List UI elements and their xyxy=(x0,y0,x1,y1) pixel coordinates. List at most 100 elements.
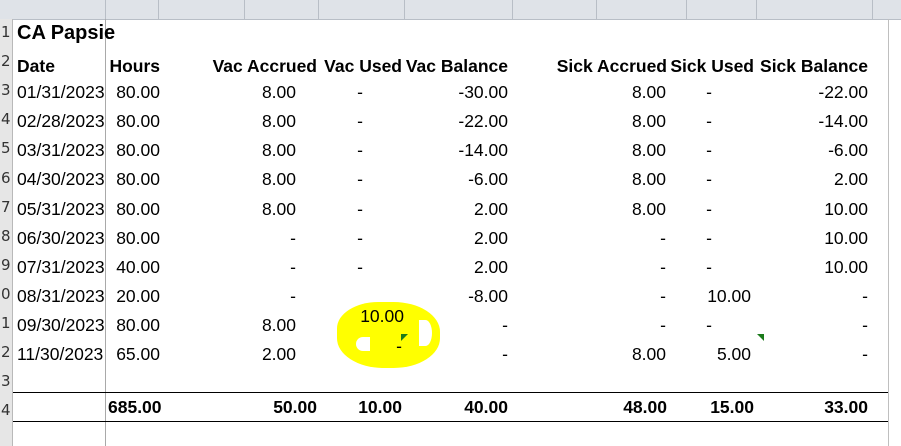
total-sick-accrued[interactable]: 48.00 xyxy=(623,397,667,417)
cell-sick-used[interactable]: 10.00 xyxy=(707,285,751,306)
cell-vac-balance[interactable]: -14.00 xyxy=(458,140,508,161)
cell-sick-used[interactable]: - xyxy=(706,140,712,161)
cell-sick-balance[interactable]: -14.00 xyxy=(818,111,868,132)
row-number[interactable]: 1 xyxy=(1,23,11,41)
row-number[interactable]: 4 xyxy=(1,110,11,129)
row-number[interactable]: 0 xyxy=(1,284,11,303)
cell-sick-accrued[interactable]: 8.00 xyxy=(631,198,666,219)
cell-vac-balance[interactable]: -8.00 xyxy=(468,285,508,306)
cell-sick-balance[interactable]: - xyxy=(862,314,868,335)
row-number[interactable]: 3 xyxy=(1,372,11,391)
row-number[interactable]: 5 xyxy=(1,139,11,158)
total-sick-used[interactable]: 15.00 xyxy=(710,397,754,417)
cell-hours[interactable]: 80.00 xyxy=(116,82,160,103)
cell-sick-balance[interactable]: -22.00 xyxy=(818,82,868,103)
cell-sick-used[interactable]: - xyxy=(706,198,712,219)
cell-hours[interactable]: 80.00 xyxy=(116,169,160,190)
cell-vac-accrued[interactable]: 8.00 xyxy=(261,169,296,190)
cell-sick-accrued[interactable]: - xyxy=(660,285,666,306)
cell-sick-accrued[interactable]: - xyxy=(660,314,666,335)
cell-vac-balance[interactable]: -6.00 xyxy=(468,169,508,190)
vac-used-highlighted-value[interactable]: 10.00 xyxy=(360,306,404,326)
cell-hours[interactable]: 65.00 xyxy=(116,344,160,364)
header-vac-accrued[interactable]: Vac Accrued xyxy=(212,56,317,76)
total-vac-used[interactable]: 10.00 xyxy=(358,397,402,417)
cell-vac-accrued[interactable]: 2.00 xyxy=(261,344,296,364)
cell-sick-balance[interactable]: 10.00 xyxy=(824,256,868,277)
cell-sick-used[interactable]: - xyxy=(706,227,712,248)
header-date[interactable]: Date xyxy=(17,56,55,76)
cell-vac-accrued[interactable]: - xyxy=(290,285,296,306)
cell-hours[interactable]: 20.00 xyxy=(116,285,160,306)
cell-vac-used[interactable]: - xyxy=(357,256,363,277)
cell-sick-used[interactable]: - xyxy=(706,169,712,190)
cell-date[interactable]: 07/31/2023 xyxy=(17,256,105,277)
total-sick-balance[interactable]: 33.00 xyxy=(824,397,868,417)
cell-sick-balance[interactable]: 2.00 xyxy=(833,169,868,190)
cell-date[interactable]: 04/30/2023 xyxy=(17,169,105,190)
row-number[interactable]: 4 xyxy=(1,401,11,420)
total-vac-accrued[interactable]: 50.00 xyxy=(273,397,317,417)
cell-hours[interactable]: 80.00 xyxy=(116,314,160,335)
cell-vac-balance[interactable]: 2.00 xyxy=(473,198,508,219)
cell-vac-balance[interactable]: 2.00 xyxy=(473,256,508,277)
cell-date[interactable]: 01/31/2023 xyxy=(17,82,105,103)
row-number[interactable]: 6 xyxy=(1,168,11,187)
row-number[interactable]: 1 xyxy=(1,314,11,332)
cell-date[interactable]: 05/31/2023 xyxy=(17,198,105,219)
cell-sick-accrued[interactable]: 8.00 xyxy=(631,169,666,190)
cell-date[interactable]: 09/30/2023 xyxy=(17,314,105,335)
cell-hours[interactable]: 80.00 xyxy=(116,140,160,161)
cell-date[interactable]: 06/30/2023 xyxy=(17,227,105,248)
cell-vac-accrued[interactable]: 8.00 xyxy=(261,198,296,219)
cell-vac-used[interactable]: - xyxy=(357,82,363,103)
sheet-title[interactable]: CA Papsie xyxy=(17,22,116,44)
cell-sick-balance[interactable]: - xyxy=(862,285,868,306)
error-indicator-icon[interactable] xyxy=(757,334,764,341)
cell-vac-balance[interactable]: 2.00 xyxy=(473,227,508,248)
cell-date[interactable]: 03/31/2023 xyxy=(17,140,105,161)
cell-vac-used[interactable]: - xyxy=(357,198,363,219)
cell-vac-accrued[interactable]: 8.00 xyxy=(261,140,296,161)
header-vac-balance[interactable]: Vac Balance xyxy=(405,56,508,76)
total-hours[interactable]: 685.00 xyxy=(108,397,162,417)
header-vac-used[interactable]: Vac Used xyxy=(324,56,402,76)
cell-sick-used[interactable]: - xyxy=(706,111,712,132)
cell-hours[interactable]: 80.00 xyxy=(116,111,160,132)
cell-sick-accrued[interactable]: - xyxy=(660,256,666,277)
cell-sick-accrued[interactable]: - xyxy=(660,227,666,248)
cell-sick-accrued[interactable]: 8.00 xyxy=(631,140,666,161)
cell-sick-accrued[interactable]: 8.00 xyxy=(631,344,666,364)
cell-vac-accrued[interactable]: - xyxy=(290,256,296,277)
row-number[interactable]: 8 xyxy=(1,226,11,245)
cell-vac-accrued[interactable]: 8.00 xyxy=(261,111,296,132)
cell-vac-accrued[interactable]: 8.00 xyxy=(261,314,296,335)
cell-sick-balance[interactable]: 10.00 xyxy=(824,227,868,248)
cell-sick-accrued[interactable]: 8.00 xyxy=(631,111,666,132)
header-hours[interactable]: Hours xyxy=(109,56,160,76)
cell-date[interactable]: 02/28/2023 xyxy=(17,111,105,132)
cell-vac-balance[interactable]: - xyxy=(502,344,508,364)
cell-sick-balance[interactable]: - xyxy=(862,344,868,364)
row-number[interactable]: 9 xyxy=(1,255,11,274)
cell-sick-balance[interactable]: 10.00 xyxy=(824,198,868,219)
row-number[interactable]: 7 xyxy=(1,197,11,216)
header-sick-balance[interactable]: Sick Balance xyxy=(760,56,868,76)
cell-sick-used[interactable]: - xyxy=(706,256,712,277)
cell-hours[interactable]: 40.00 xyxy=(116,256,160,277)
cell-vac-balance[interactable]: -22.00 xyxy=(458,111,508,132)
cell-vac-balance[interactable]: - xyxy=(502,314,508,335)
row-number[interactable]: 3 xyxy=(1,81,11,100)
cell-vac-used[interactable]: - xyxy=(357,140,363,161)
row-number-gutter[interactable] xyxy=(0,19,13,446)
cell-sick-balance[interactable]: -6.00 xyxy=(828,140,868,161)
cell-hours[interactable]: 80.00 xyxy=(116,227,160,248)
cell-vac-used[interactable]: - xyxy=(357,227,363,248)
cell-sick-used[interactable]: - xyxy=(706,314,712,335)
cell-date[interactable]: 11/30/2023 xyxy=(17,344,104,364)
header-sick-used[interactable]: Sick Used xyxy=(670,56,754,76)
cell-date[interactable]: 08/31/2023 xyxy=(17,285,105,306)
cell-sick-used[interactable]: 5.00 xyxy=(716,344,751,364)
total-vac-balance[interactable]: 40.00 xyxy=(464,397,508,417)
vac-used-highlighted-dash[interactable]: - xyxy=(396,336,402,356)
